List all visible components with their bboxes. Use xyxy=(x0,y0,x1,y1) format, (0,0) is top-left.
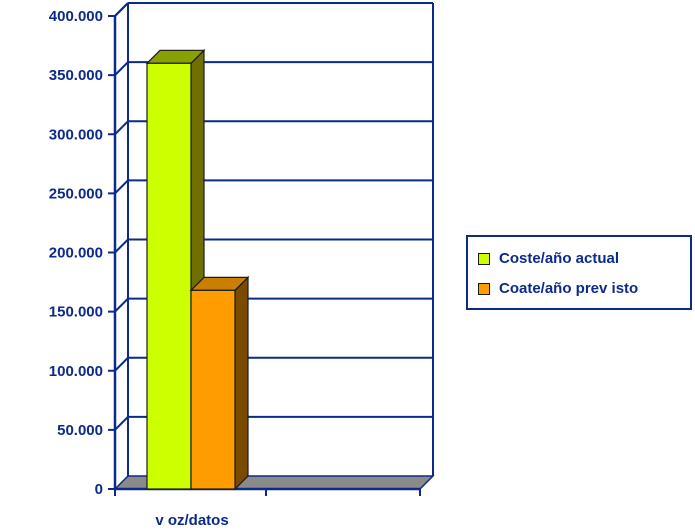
y-tick-label: 150.000 xyxy=(49,304,103,321)
chart-bars xyxy=(145,48,250,491)
side-wall-top-edge xyxy=(114,2,129,17)
bar-front-face xyxy=(146,62,192,490)
x-category-label: v oz/datos xyxy=(155,512,228,529)
side-wall-gridline xyxy=(114,297,129,313)
legend-swatch-coste-actual xyxy=(478,252,490,265)
bar-coste-previsto xyxy=(189,275,250,491)
y-tick-label: 0 xyxy=(95,481,103,498)
y-tick-label: 200.000 xyxy=(49,245,103,262)
bar-front-face xyxy=(190,289,236,490)
legend-item-coste-actual: Coste/año actual xyxy=(478,250,619,267)
legend-label-coste-actual: Coste/año actual xyxy=(499,250,620,267)
y-tick-label: 300.000 xyxy=(49,126,103,143)
y-tick-label: 250.000 xyxy=(49,185,103,202)
y-tick-label: 350.000 xyxy=(49,67,103,84)
y-tick-label: 100.000 xyxy=(49,363,103,380)
side-wall-gridline xyxy=(114,120,129,135)
y-tick-label: 50.000 xyxy=(57,422,103,439)
side-wall-gridline xyxy=(114,179,129,195)
side-wall-gridline xyxy=(114,357,129,372)
side-wall-gridline xyxy=(114,416,129,431)
chart-axes xyxy=(108,2,434,496)
legend-label-coste-previsto: Coate/año prev isto xyxy=(499,280,639,297)
chart-legend: Coste/año actual Coate/año prev isto xyxy=(466,235,692,310)
legend-swatch-coste-previsto xyxy=(478,282,490,295)
side-wall-gridline xyxy=(114,238,129,254)
legend-item-coste-previsto: Coate/año prev isto xyxy=(478,280,638,297)
chart-labels: 0 50.000 100.000 150.000 200.000 250.000 300.0… xyxy=(49,8,229,529)
y-tick-label: 400.000 xyxy=(49,8,103,25)
bar-side-face xyxy=(234,275,249,491)
side-wall-gridline xyxy=(114,61,129,76)
